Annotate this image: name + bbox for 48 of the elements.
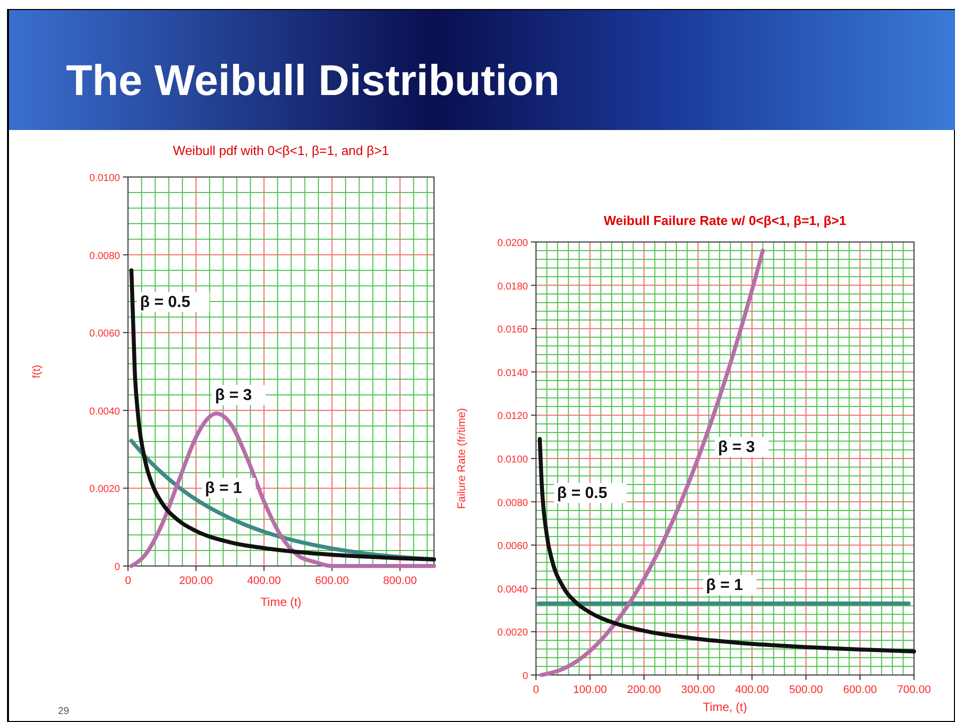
line-series [129, 412, 436, 568]
y-axis-title: Failure Rate (fr/time) [456, 408, 468, 509]
y-tick-label: 0 [114, 562, 120, 573]
series-label: β = 0.5 [140, 294, 190, 311]
y-axis-title: f(t) [31, 364, 43, 378]
x-tick-label: 500.00 [789, 684, 823, 696]
x-tick-label: 600.00 [315, 575, 349, 587]
series-label: β = 0.5 [557, 485, 608, 502]
y-tick-label: 0.0180 [497, 281, 528, 292]
x-axis-title: Time, (t) [702, 700, 748, 714]
x-axis-title: Time (t) [260, 595, 302, 609]
line-series [129, 268, 436, 562]
y-tick-label: 0.0040 [89, 406, 120, 418]
x-tick-label: 0 [532, 684, 540, 696]
y-tick-label: 0.0060 [89, 328, 120, 340]
x-tick-label: 0 [124, 575, 132, 587]
x-tick-label: 200.00 [627, 684, 661, 696]
line-series [538, 437, 916, 654]
text: 29 [58, 706, 70, 717]
y-tick-label: 0.0060 [497, 541, 528, 552]
y-tick-label: 0.0160 [497, 324, 528, 336]
y-tick-label: 0.0200 [497, 238, 528, 249]
chart-title: Weibull Failure Rate w/ 0<β<1, β=1, β>1 [604, 213, 846, 228]
x-tick-label: 400.00 [247, 575, 281, 587]
x-tick-label: 400.00 [735, 684, 769, 696]
series-label: β = 1 [205, 480, 242, 497]
y-tick-label: 0.0040 [497, 584, 528, 596]
text: The Weibull Distribution [66, 57, 560, 105]
x-tick-label: 800.00 [383, 575, 417, 587]
y-tick-label: 0.0080 [497, 498, 528, 509]
y-tick-label: 0.0020 [89, 484, 120, 496]
series-label: β = 1 [706, 577, 743, 594]
chart-title: Weibull pdf with 0<β<1, β=1, and β>1 [173, 143, 389, 158]
line-series [539, 248, 765, 677]
series-label: β = 3 [215, 387, 252, 404]
y-tick-label: 0.0120 [497, 411, 528, 422]
x-tick-label: 100.00 [573, 684, 607, 696]
y-tick-label: 0.0080 [89, 250, 120, 262]
y-tick-label: 0.0100 [497, 454, 528, 466]
x-tick-label: 700.00 [897, 684, 931, 696]
y-tick-label: 0.0100 [89, 173, 120, 184]
series-label: β = 3 [718, 439, 755, 456]
x-tick-label: 300.00 [681, 684, 715, 696]
x-tick-label: 600.00 [843, 684, 877, 696]
y-tick-label: 0.0020 [497, 628, 528, 639]
x-tick-label: 200.00 [179, 575, 213, 587]
y-tick-label: 0 [522, 671, 528, 682]
y-tick-label: 0.0140 [497, 368, 528, 379]
